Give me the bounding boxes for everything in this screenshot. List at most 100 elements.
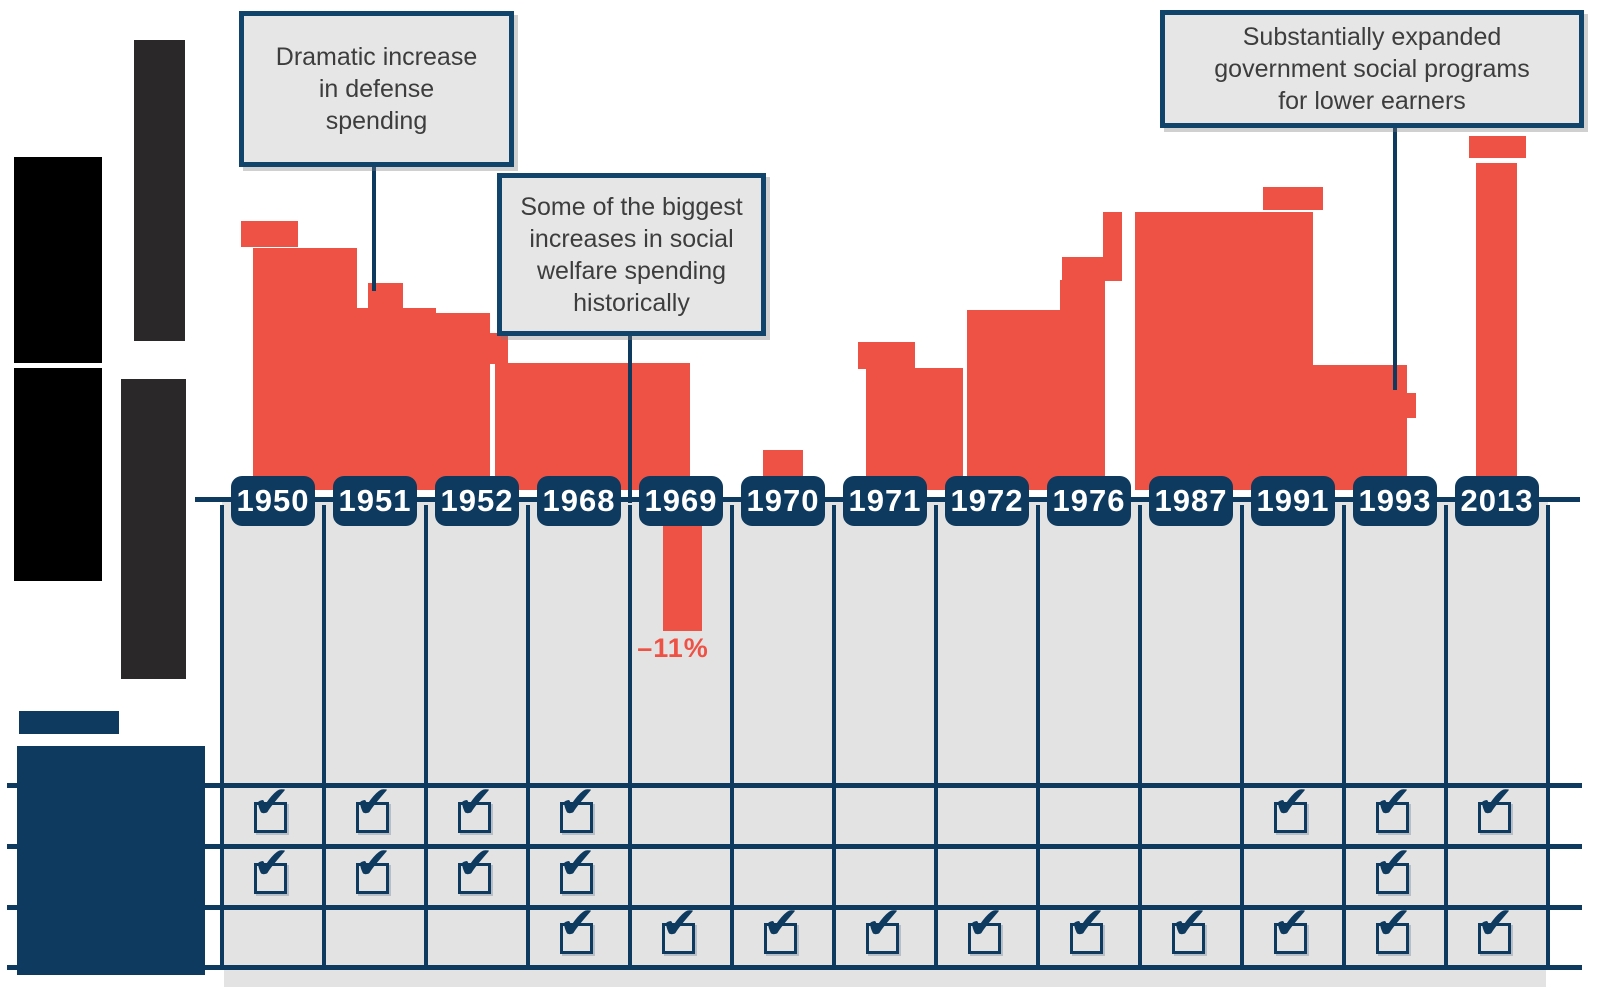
checkbox-square [1274, 923, 1307, 954]
checkbox-row1-1993: ✔ [1375, 781, 1423, 837]
checkbox-row2-1993: ✔ [1375, 842, 1423, 898]
checkbox-square [458, 802, 491, 833]
callout-social-programs: Substantially expanded government social… [1160, 10, 1584, 128]
checkmark-icon: ✔ [865, 898, 902, 949]
checkbox-square [764, 923, 797, 954]
checkmark-icon: ✔ [559, 898, 596, 949]
checkmark-icon: ✔ [559, 838, 596, 889]
checkbox-row3-1993: ✔ [1375, 902, 1423, 958]
checkbox-row3-1970: ✔ [763, 902, 811, 958]
checkmark-icon: ✔ [1069, 898, 1106, 949]
table-row-line [7, 965, 1582, 970]
table-column-line [424, 505, 428, 967]
redacted-title-block-2 [14, 368, 102, 581]
year-label-2013: 2013 [1455, 476, 1539, 526]
redacted-row-labels-block [17, 746, 205, 975]
checkmark-icon: ✔ [457, 838, 494, 889]
checkmark-icon: ✔ [967, 898, 1004, 949]
bar-1952 [398, 313, 490, 490]
checkmark-icon: ✔ [355, 838, 392, 889]
table-column-line [1342, 505, 1346, 967]
bar-2013 [1476, 163, 1517, 490]
checkbox-row1-1991: ✔ [1273, 781, 1321, 837]
checkbox-square [866, 923, 899, 954]
checkbox-row3-1971: ✔ [865, 902, 913, 958]
bar-cap-1950 [241, 221, 298, 247]
checkbox-square [1274, 802, 1307, 833]
callout-connector-social-programs [1393, 126, 1397, 390]
table-column-line [1036, 505, 1040, 967]
bar-spike-1976 [1103, 212, 1122, 281]
bar-1991 [1240, 212, 1313, 490]
checkbox-row3-1976: ✔ [1069, 902, 1117, 958]
year-label-1972: 1972 [945, 476, 1029, 526]
checkbox-square [356, 863, 389, 894]
checkbox-square [1376, 923, 1409, 954]
table-column-line [1444, 505, 1448, 967]
checkbox-row1-2013: ✔ [1477, 781, 1525, 837]
table-row-line [7, 905, 1582, 910]
bar-tab-1993 [1396, 393, 1416, 418]
checkbox-row1-1968: ✔ [559, 781, 607, 837]
table-bottom-strip [224, 970, 1546, 987]
callout-connector-defense [372, 167, 376, 291]
callout-connector-welfare [628, 336, 632, 503]
checkbox-square [560, 923, 593, 954]
table-column-line [934, 505, 938, 967]
table-row-line [7, 783, 1582, 788]
checkbox-square [356, 802, 389, 833]
checkbox-square [1172, 923, 1205, 954]
callout-welfare-spending: Some of the biggest increases in social … [497, 173, 766, 336]
bar-1950 [253, 248, 357, 490]
checkbox-square [662, 923, 695, 954]
checkbox-square [1478, 923, 1511, 954]
table-column-line [730, 505, 734, 967]
table-background [222, 502, 1548, 965]
checkmark-icon: ✔ [253, 838, 290, 889]
year-label-1987: 1987 [1149, 476, 1233, 526]
year-label-1950: 1950 [231, 476, 315, 526]
redacted-title-block-1 [14, 157, 102, 363]
checkmark-icon: ✔ [1375, 838, 1412, 889]
bar-1968 [495, 363, 690, 490]
checkbox-row2-1950: ✔ [253, 842, 301, 898]
year-label-1970: 1970 [741, 476, 825, 526]
checkbox-square [560, 802, 593, 833]
year-label-1991: 1991 [1251, 476, 1335, 526]
checkbox-row2-1951: ✔ [355, 842, 403, 898]
callout-text-line: spending [325, 107, 428, 135]
checkbox-square [458, 863, 491, 894]
year-label-1952: 1952 [435, 476, 519, 526]
checkbox-row1-1950: ✔ [253, 781, 301, 837]
table-column-line [220, 505, 224, 967]
table-column-line [1546, 505, 1550, 967]
checkmark-icon: ✔ [1273, 898, 1310, 949]
checkbox-row1-1952: ✔ [457, 781, 505, 837]
checkbox-row3-1972: ✔ [967, 902, 1015, 958]
bar-cap-1971 [858, 342, 915, 369]
checkmark-icon: ✔ [355, 777, 392, 828]
checkbox-row3-2013: ✔ [1477, 902, 1525, 958]
checkmark-icon: ✔ [763, 898, 800, 949]
callout-text-line: Substantially expanded [1242, 23, 1502, 51]
redacted-legend-block-1 [134, 40, 185, 341]
redacted-table-header-block [19, 711, 119, 734]
checkbox-square [1478, 802, 1511, 833]
bar-1976 [1060, 280, 1105, 490]
checkmark-icon: ✔ [1375, 777, 1412, 828]
checkbox-row1-1951: ✔ [355, 781, 403, 837]
callout-text-line: government social programs [1214, 55, 1530, 83]
callout-text-line: welfare spending [536, 256, 726, 285]
checkbox-row3-1991: ✔ [1273, 902, 1321, 958]
year-label-1951: 1951 [333, 476, 417, 526]
redacted-legend-block-2 [121, 379, 186, 679]
bar-1993 [1313, 365, 1407, 490]
callout-text-line: increases in social [529, 224, 734, 253]
checkbox-square [1376, 863, 1409, 894]
checkbox-row2-1952: ✔ [457, 842, 505, 898]
bar-1972 [967, 310, 1060, 490]
checkmark-icon: ✔ [661, 898, 698, 949]
checkmark-icon: ✔ [1273, 777, 1310, 828]
year-label-1993: 1993 [1353, 476, 1437, 526]
